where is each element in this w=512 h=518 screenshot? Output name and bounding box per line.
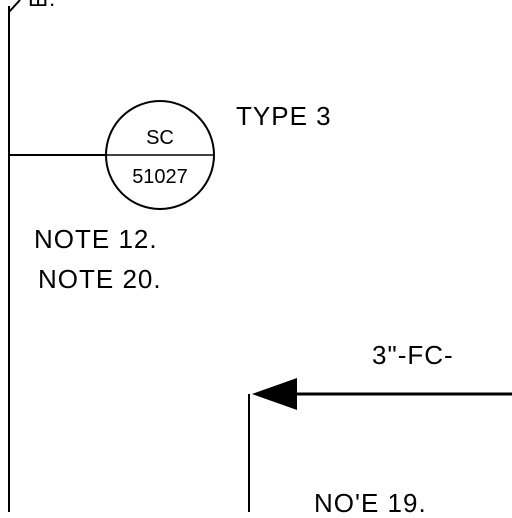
- type-label: TYPE 3: [236, 101, 332, 131]
- flow-arrow-icon: [252, 378, 297, 410]
- note-12: NOTE 12.: [34, 224, 158, 254]
- instrument-tag-number: 51027: [132, 166, 188, 188]
- top-label: Ш.: [28, 0, 56, 10]
- line-number-label: 3"-FC-: [372, 340, 454, 370]
- note-19: NO'E 19.: [314, 488, 427, 518]
- instrument-tag-top: SC: [146, 127, 174, 149]
- note-20: NOTE 20.: [38, 264, 162, 294]
- top-connector-stub: [8, 0, 21, 13]
